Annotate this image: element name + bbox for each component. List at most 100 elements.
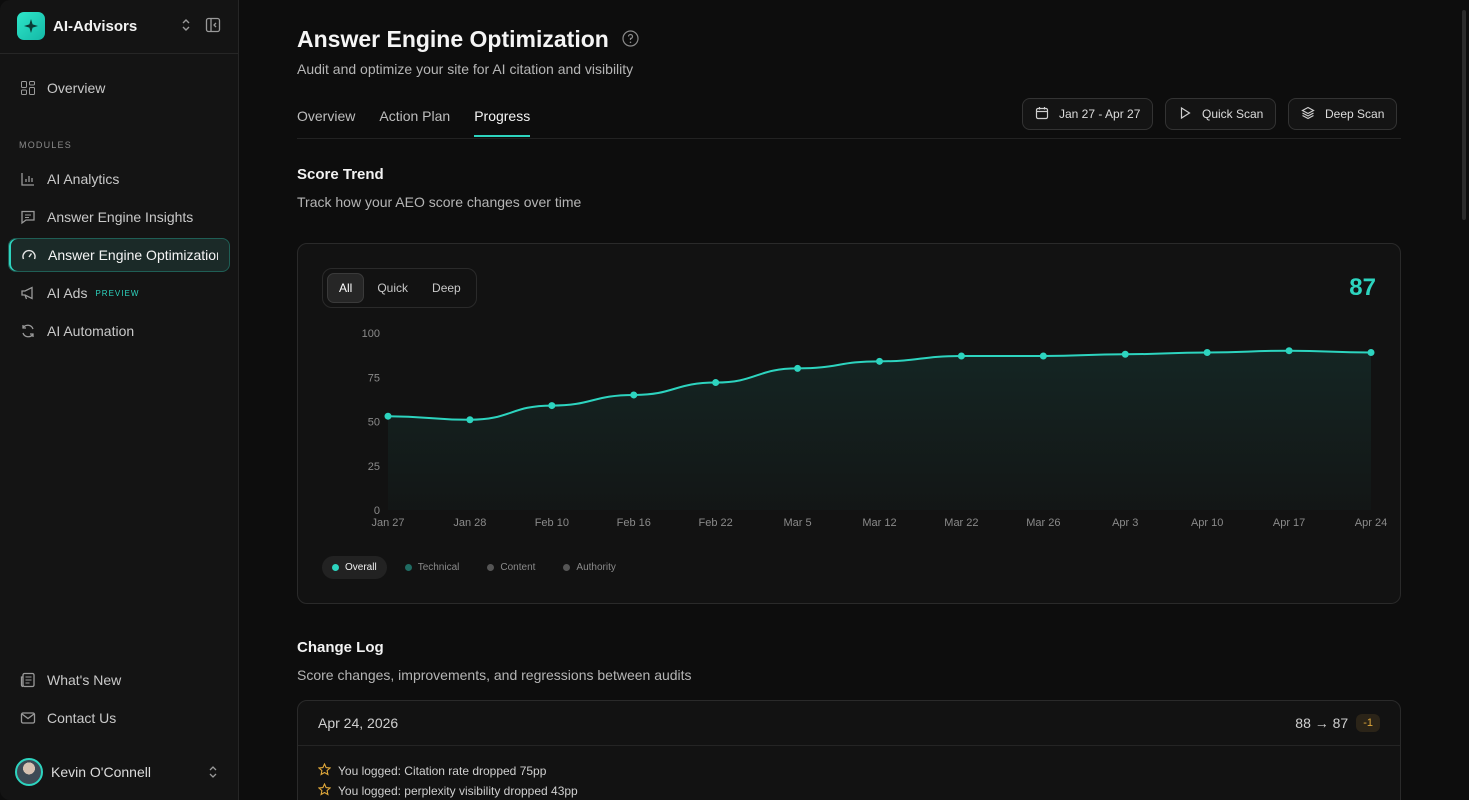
play-icon: [1178, 106, 1192, 123]
scrollbar[interactable]: [1462, 10, 1466, 220]
score-change: 88 → 87: [1295, 715, 1349, 731]
score-trend-subtitle: Track how your AEO score changes over ti…: [297, 194, 582, 210]
score-trend-chart: 0 25 50 75 100 Jan 27 Jan 28 Feb 10 Feb 16 Feb 22…: [362, 328, 1388, 529]
sidebar-item-label: AI Automation: [47, 323, 135, 339]
message-icon: [19, 208, 37, 226]
x-tick-label: Mar 22: [944, 517, 978, 529]
x-tick-label: Mar 26: [1026, 517, 1060, 529]
chevron-updown-icon[interactable]: [179, 17, 193, 38]
legend-content[interactable]: Content: [477, 556, 545, 579]
sidebar-item-label: Contact Us: [47, 710, 117, 726]
delta-badge: -1: [1356, 714, 1380, 732]
star-icon: [317, 762, 332, 779]
y-tick-label: 75: [368, 372, 380, 384]
newspaper-icon: [19, 671, 37, 689]
gauge-icon: [20, 246, 38, 264]
data-point: [876, 357, 883, 365]
quick-scan-button[interactable]: Quick Scan: [1165, 98, 1277, 130]
data-point: [384, 412, 392, 420]
quick-scan-label: Quick Scan: [1202, 107, 1264, 121]
date-range-button[interactable]: Jan 27 - Apr 27: [1022, 98, 1154, 130]
refresh-icon: [19, 322, 37, 340]
filter-deep[interactable]: Deep: [432, 281, 461, 295]
legend-technical[interactable]: Technical: [395, 556, 470, 579]
user-name: Kevin O'Connell: [51, 764, 151, 780]
sidebar-item-answer-engine-optimization[interactable]: Answer Engine Optimization: [8, 238, 230, 272]
chart-legend: Overall Technical Content Authority: [322, 556, 626, 579]
score-trend-title: Score Trend: [297, 166, 384, 183]
avatar: [15, 758, 43, 786]
main-content: Answer Engine Optimization Audit and opt…: [240, 0, 1469, 800]
filter-quick[interactable]: Quick: [377, 281, 409, 295]
y-tick-label: 100: [362, 328, 380, 340]
x-tick-label: Jan 28: [453, 517, 486, 529]
collapse-sidebar-icon[interactable]: [205, 17, 221, 38]
x-tick-label: Apr 10: [1191, 517, 1223, 529]
brand-logo: [17, 12, 45, 40]
brand-name: AI-Advisors: [53, 17, 138, 35]
sidebar-item-ai-ads[interactable]: AI Ads PREVIEW: [8, 276, 230, 310]
mail-icon: [19, 709, 37, 727]
y-tick-label: 50: [368, 417, 380, 429]
change-log-title: Change Log: [297, 639, 384, 656]
page-title: Answer Engine Optimization: [297, 26, 609, 52]
data-point: [1121, 350, 1129, 358]
tab-overview[interactable]: Overview: [297, 108, 356, 124]
sidebar-item-answer-engine-insights[interactable]: Answer Engine Insights: [8, 200, 230, 234]
preview-badge: PREVIEW: [95, 288, 140, 298]
y-tick-label: 0: [374, 505, 380, 517]
sidebar-divider: [0, 53, 239, 54]
entry-date: Apr 24, 2026: [318, 715, 399, 731]
data-point: [548, 402, 556, 410]
score-trend-card: 0 25 50 75 100 Jan 27 Jan 28 Feb 10 Feb 16 Feb 22…: [297, 243, 1401, 604]
x-tick-label: Feb 22: [699, 517, 733, 529]
deep-scan-label: Deep Scan: [1325, 107, 1385, 121]
data-point: [466, 416, 474, 424]
modules-heading: MODULES: [19, 140, 72, 150]
data-point: [1203, 348, 1211, 356]
y-tick-label: 25: [368, 461, 380, 473]
sidebar-item-label: AI Analytics: [47, 171, 120, 187]
data-point: [712, 379, 720, 387]
series-area: [388, 350, 1371, 510]
sidebar: AI-Advisors Overview MODULES AI Analytic…: [0, 0, 239, 800]
sidebar-item-whats-new[interactable]: What's New: [8, 663, 230, 697]
legend-authority[interactable]: Authority: [553, 556, 625, 579]
x-tick-label: Jan 27: [371, 517, 404, 529]
workspace-switcher[interactable]: AI-Advisors: [17, 11, 229, 41]
current-score: 87: [1349, 274, 1376, 301]
tab-bar: Overview Action Plan Progress: [297, 108, 531, 137]
data-point: [794, 364, 802, 372]
sidebar-item-label: What's New: [47, 672, 122, 688]
data-point: [957, 352, 965, 360]
grid-icon: [19, 79, 37, 97]
star-icon: [317, 782, 332, 799]
sidebar-item-label: AI Ads: [47, 285, 88, 301]
x-tick-label: Apr 24: [1355, 517, 1387, 529]
list-item: You logged: Citation rate dropped 75pp: [298, 761, 1400, 781]
help-icon[interactable]: [622, 30, 639, 52]
x-tick-label: Feb 10: [535, 517, 569, 529]
data-point: [1367, 348, 1375, 356]
deep-scan-button[interactable]: Deep Scan: [1288, 98, 1398, 130]
filter-all[interactable]: All: [327, 273, 365, 303]
date-range-label: Jan 27 - Apr 27: [1059, 107, 1141, 121]
sidebar-item-overview[interactable]: Overview: [8, 71, 230, 105]
chevron-updown-icon: [207, 765, 219, 784]
calendar-icon: [1035, 106, 1049, 123]
change-log-entry-header[interactable]: Apr 24, 2026 88 → 87 -1: [298, 701, 1400, 746]
sidebar-item-contact-us[interactable]: Contact Us: [8, 701, 230, 735]
data-point: [1285, 347, 1293, 355]
scan-type-filter: All Quick Deep: [322, 268, 477, 308]
sidebar-item-label: Answer Engine Optimization: [48, 247, 218, 263]
tab-progress[interactable]: Progress: [474, 108, 531, 137]
tab-action-plan[interactable]: Action Plan: [379, 108, 451, 124]
x-tick-label: Apr 17: [1273, 517, 1305, 529]
sidebar-item-ai-automation[interactable]: AI Automation: [8, 314, 230, 348]
layers-icon: [1301, 106, 1315, 123]
legend-overall[interactable]: Overall: [322, 556, 387, 579]
user-menu[interactable]: Kevin O'Connell: [15, 757, 225, 787]
tabs-divider: [297, 138, 1401, 139]
list-item: You logged: perplexity visibility droppe…: [298, 781, 1400, 800]
sidebar-item-ai-analytics[interactable]: AI Analytics: [8, 162, 230, 196]
